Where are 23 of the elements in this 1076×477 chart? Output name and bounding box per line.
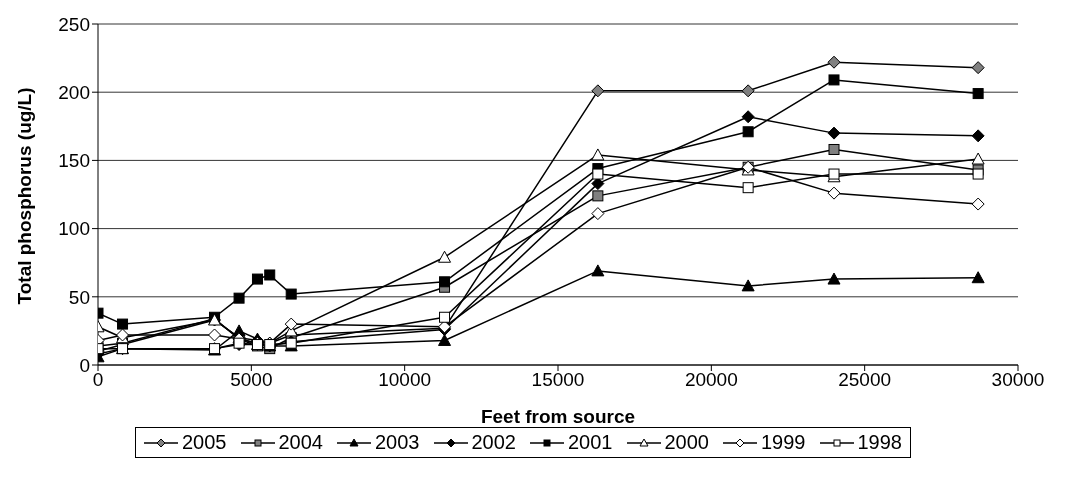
x-tick-label: 30000 [991, 369, 1045, 391]
y-tick-label: 250 [58, 13, 90, 35]
y-tick-label: 50 [68, 286, 90, 308]
x-tick-label: 10000 [378, 369, 432, 391]
y-tick-label: 100 [58, 218, 90, 240]
y-tick-label: 0 [79, 354, 90, 376]
x-tick-label: 15000 [531, 369, 585, 391]
x-tick-label: 5000 [230, 369, 273, 391]
legend-label: 2002 [471, 431, 516, 454]
legend-label: 1999 [761, 431, 806, 454]
legend-label: 1998 [857, 431, 902, 454]
y-axis-title: Total phosphorus (ug/L) [13, 87, 35, 305]
x-tick-label: 25000 [838, 369, 892, 391]
y-tick-label: 200 [58, 81, 90, 103]
legend-label: 2000 [664, 431, 709, 454]
x-tick-label: 20000 [684, 369, 738, 391]
legend-label: 2001 [568, 431, 613, 454]
x-tick-label: 0 [92, 369, 104, 391]
legend-label: 2003 [375, 431, 420, 454]
y-tick-label: 150 [58, 150, 90, 172]
x-axis-title: Feet from source [480, 406, 636, 427]
legend-label: 2005 [182, 431, 227, 454]
legend-label: 2004 [278, 431, 323, 454]
